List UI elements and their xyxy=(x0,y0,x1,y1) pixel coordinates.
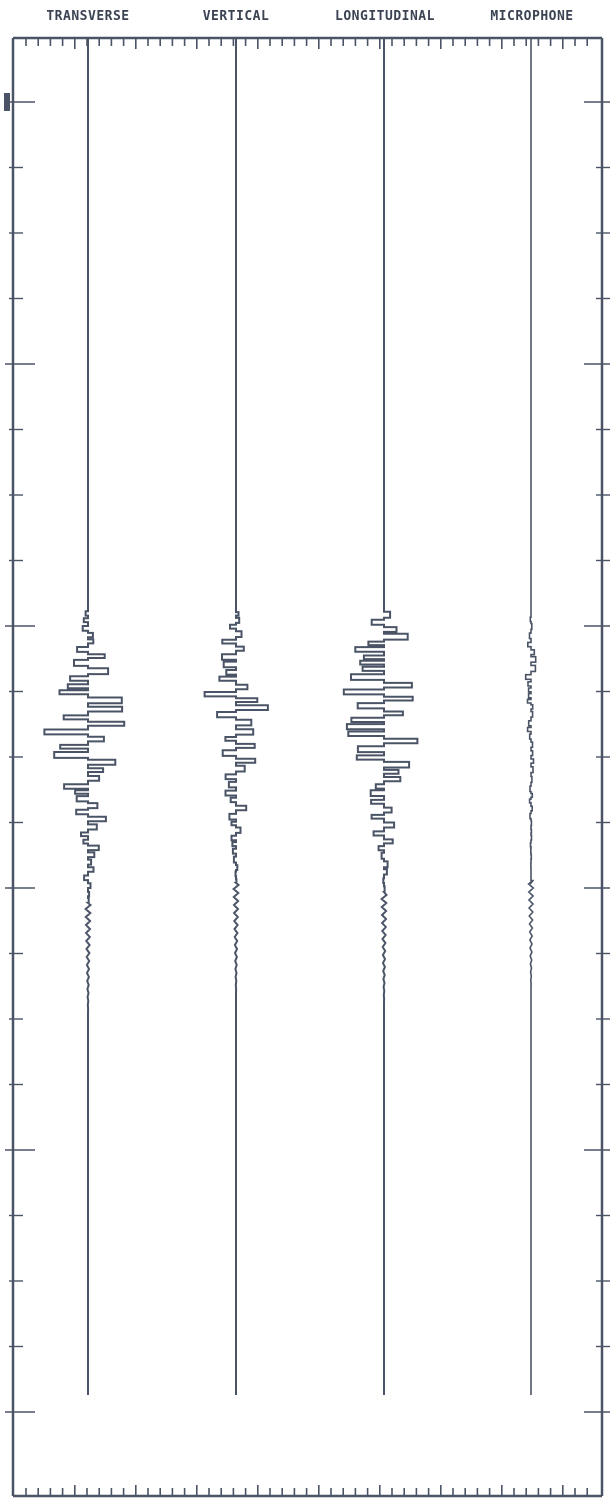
channel-label-vertical: VERTICAL xyxy=(203,9,270,24)
channel-label-microphone: MICROPHONE xyxy=(490,9,573,24)
trace-microphone xyxy=(524,38,537,1395)
trace-transverse xyxy=(43,38,126,1395)
trace-vertical xyxy=(203,38,269,1395)
trace-longitudinal xyxy=(342,38,419,1395)
start-marker xyxy=(4,93,10,111)
channel-label-longitudinal: LONGITUDINAL xyxy=(335,9,435,24)
channel-label-transverse: TRANSVERSE xyxy=(46,9,129,24)
